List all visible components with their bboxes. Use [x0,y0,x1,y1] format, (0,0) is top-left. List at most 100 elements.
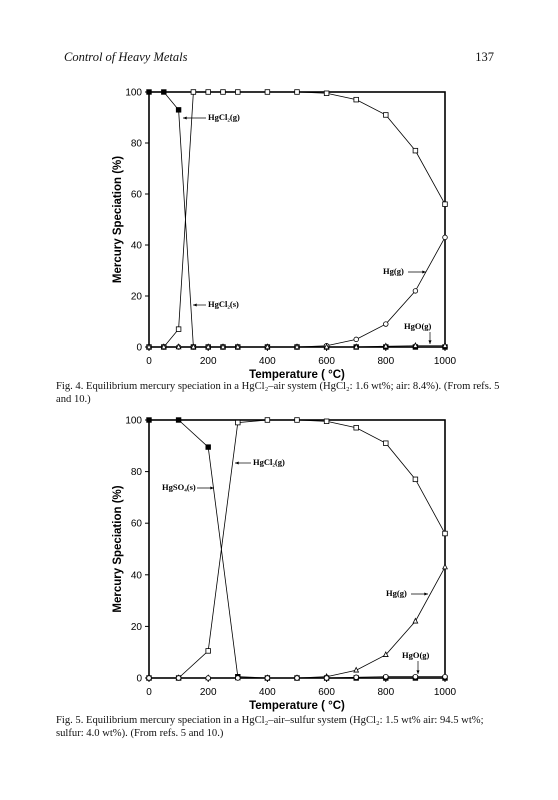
marker [175,343,182,350]
marker [353,96,359,103]
arrow-head [416,670,420,674]
marker [383,321,389,327]
marker [294,89,300,95]
y-tick-label: 60 [131,519,143,530]
x-tick-label: 1000 [434,356,457,367]
arrow-head [428,340,432,344]
y-tick-label: 20 [131,292,143,303]
x-tick-label: 200 [200,687,217,698]
series-label: Hg(g) [383,266,404,276]
series-line [149,419,446,679]
marker [383,674,389,680]
marker [235,419,241,426]
marker [323,343,330,350]
x-tick-label: 0 [146,356,152,367]
marker [146,343,152,350]
marker [382,651,389,657]
series-label: Hg(g) [386,588,407,598]
y-axis-title: Mercury Speciation (%) [112,485,124,612]
y-tick-label: 20 [131,622,143,633]
marker [442,563,448,570]
y-tick-label: 40 [131,570,143,581]
y-tick-label: 40 [131,241,143,252]
marker [264,89,271,95]
x-tick-label: 600 [318,356,335,367]
marker [412,147,419,154]
arrow-head [235,461,239,465]
y-axis-title: Mercury Speciation (%) [112,156,124,283]
x-axis-title: Temperature ( °C) [249,700,345,712]
arrow-head [183,116,187,120]
marker [412,674,419,680]
running-title: Control of Heavy Metals [64,50,188,64]
marker [235,675,241,681]
marker [412,342,419,348]
marker [205,343,212,350]
marker [412,476,419,483]
series-label: HgCl₂(g) [208,112,240,122]
marker [175,107,182,113]
marker [264,343,271,350]
series-line [149,91,445,348]
marker [175,326,182,332]
marker [353,674,359,680]
y-tick-label: 60 [131,190,143,201]
marker [323,418,330,424]
x-tick-label: 800 [377,687,394,698]
marker [205,89,211,95]
arrow-head [424,592,428,596]
marker [175,417,182,423]
marker [190,89,197,95]
series-label: HgO(g) [404,321,432,331]
plot-frame [148,419,446,679]
marker [383,112,389,118]
x-tick-label: 200 [200,356,217,367]
marker [353,336,359,343]
caption: Fig. 4. Equilibrium mercury speciation i… [56,381,500,405]
series-label: HgSO₄(s) [162,482,196,492]
plot-frame [148,91,446,348]
marker [234,343,241,350]
arrow-head [193,303,197,307]
x-axis-title: Temperature ( °C) [249,369,345,381]
series-label: HgO(g) [402,650,430,660]
marker [294,417,300,423]
series-line [149,345,445,348]
marker [264,675,271,681]
marker [205,675,211,681]
marker [220,89,226,95]
page-number: 137 [475,50,494,64]
marker [146,417,152,423]
marker [220,343,226,350]
marker [146,675,152,681]
marker [175,675,182,681]
marker [235,89,241,95]
series-line [149,566,446,679]
marker [382,342,389,349]
series-line [149,419,445,679]
marker [205,444,211,450]
marker [442,201,448,207]
series-line [149,91,446,348]
y-tick-label: 0 [136,343,142,354]
marker [323,675,330,681]
marker [442,342,448,348]
caption: Fig. 5. Equilibrium mercury speciation i… [56,715,484,739]
x-tick-label: 600 [318,687,335,698]
marker [353,343,360,350]
series-line [149,237,446,348]
marker [264,417,271,423]
marker [353,666,360,673]
marker [323,90,330,96]
marker [294,675,300,681]
y-tick-label: 100 [125,416,142,427]
x-tick-label: 1000 [434,687,457,698]
marker [383,440,389,446]
x-tick-label: 400 [259,687,276,698]
x-tick-label: 800 [377,356,394,367]
arrow-head [210,486,214,490]
y-tick-label: 80 [131,467,143,478]
y-tick-label: 0 [136,674,142,685]
marker [146,89,152,95]
